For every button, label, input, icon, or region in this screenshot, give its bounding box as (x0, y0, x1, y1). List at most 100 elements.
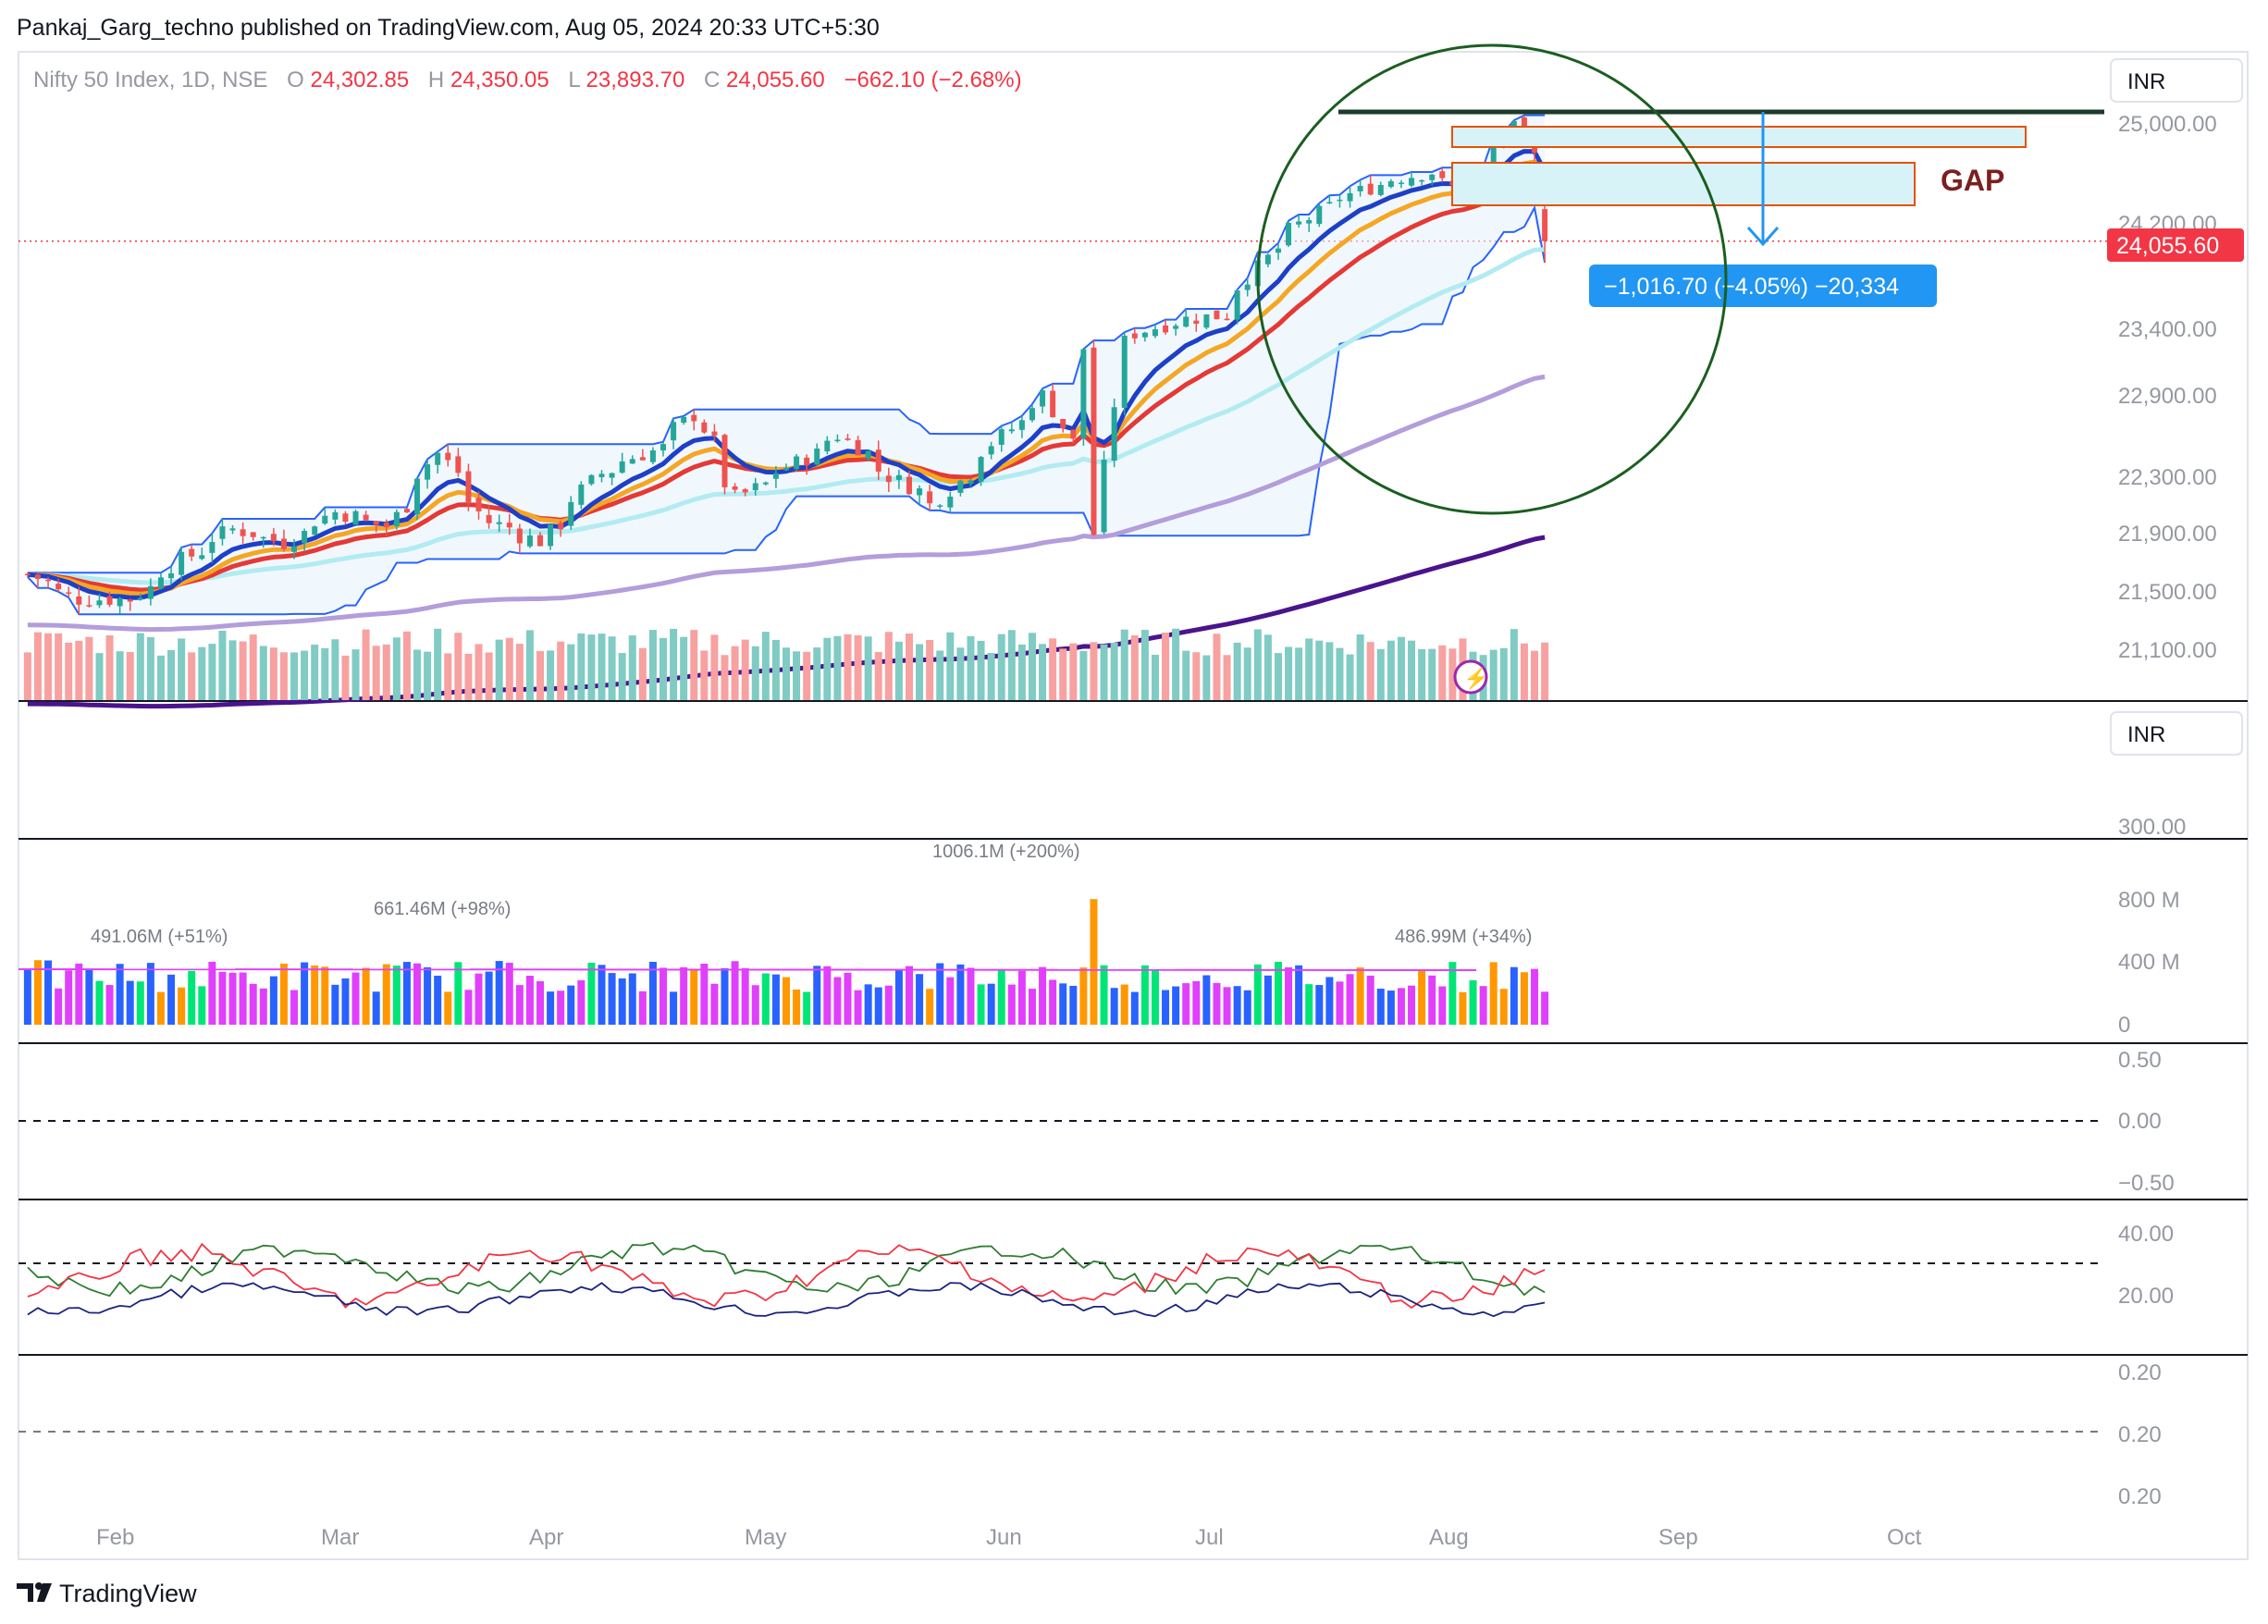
volume-bar[interactable] (648, 962, 657, 1025)
candle-body[interactable] (1347, 192, 1353, 202)
volume-bar[interactable] (1428, 975, 1436, 1025)
candle-body[interactable] (671, 422, 677, 441)
candle-body[interactable] (1357, 186, 1363, 191)
candle-body[interactable] (1316, 205, 1323, 225)
time-axis[interactable]: Feb Mar Apr May Jun Jul Aug Sep Oct (96, 1525, 1922, 1550)
volume-bar[interactable] (670, 991, 678, 1025)
candle-body[interactable] (895, 474, 902, 480)
volume-bar[interactable] (628, 973, 636, 1025)
volume-bar[interactable] (1531, 968, 1539, 1025)
candle-body[interactable] (260, 536, 266, 539)
volume-bar[interactable] (967, 967, 975, 1025)
volume-bar[interactable] (803, 991, 811, 1025)
candle-body[interactable] (1264, 254, 1271, 265)
candle-body[interactable] (1377, 184, 1384, 195)
candle-body[interactable] (988, 446, 994, 455)
candle-body[interactable] (393, 511, 400, 526)
candle-body[interactable] (865, 450, 871, 459)
volume-bar[interactable] (1059, 983, 1067, 1025)
price-axis[interactable]: INR 25,000.00 24,200.00 23,400.00 22,900… (2107, 58, 2244, 1509)
volume-bar[interactable] (1438, 986, 1447, 1025)
candle-body[interactable] (1306, 219, 1313, 224)
candle-body[interactable] (978, 457, 984, 482)
volume-bar[interactable] (864, 984, 872, 1025)
volume-bar[interactable] (178, 987, 186, 1025)
candle-body[interactable] (794, 456, 800, 470)
volume-bar[interactable] (55, 988, 63, 1025)
candle-body[interactable] (660, 444, 667, 451)
candle-body[interactable] (691, 414, 697, 422)
candle-body[interactable] (1286, 222, 1292, 246)
volume-bar[interactable] (167, 974, 176, 1025)
volume-bar[interactable] (1469, 979, 1477, 1025)
candle-body[interactable] (291, 546, 298, 552)
candle-body[interactable] (1224, 318, 1230, 321)
volume-bar[interactable] (525, 976, 534, 1025)
candle-body[interactable] (558, 523, 564, 530)
volume-bar[interactable] (331, 984, 339, 1025)
volume-bar[interactable] (977, 984, 985, 1025)
volume-bar[interactable] (823, 966, 832, 1025)
candle-body[interactable] (1439, 171, 1446, 178)
candle-body[interactable] (721, 435, 728, 487)
candle-body[interactable] (147, 585, 154, 599)
volume-bar[interactable] (495, 961, 503, 1025)
candle-body[interactable] (179, 551, 185, 575)
volume-bar[interactable] (1192, 980, 1201, 1025)
candle-body[interactable] (445, 452, 451, 461)
candle-body[interactable] (548, 524, 554, 547)
volume-bar[interactable] (587, 963, 596, 1025)
volume-bar[interactable] (710, 983, 719, 1025)
volume-bar[interactable] (239, 972, 247, 1025)
volume-bar[interactable] (1479, 986, 1487, 1025)
volume-bar[interactable] (95, 980, 104, 1025)
candle-body[interactable] (526, 535, 533, 547)
volume-bar[interactable] (926, 989, 934, 1025)
volume-bar[interactable] (567, 985, 575, 1025)
candle-body[interactable] (106, 596, 113, 605)
volume-bar[interactable] (1366, 975, 1374, 1025)
volume-bar[interactable] (392, 966, 401, 1025)
volume-bar[interactable] (321, 966, 329, 1025)
candle-body[interactable] (1111, 407, 1117, 461)
volume-bar[interactable] (598, 965, 606, 1025)
candle-body[interactable] (86, 605, 92, 607)
volume-bar[interactable] (1315, 985, 1324, 1025)
candle-body[interactable] (804, 457, 810, 466)
candle-body[interactable] (701, 422, 708, 433)
volume-bar[interactable] (311, 965, 319, 1025)
candle-body[interactable] (455, 456, 462, 474)
candle-body[interactable] (998, 429, 1005, 445)
candle-body[interactable] (137, 597, 143, 600)
volume-bar[interactable] (1243, 990, 1251, 1025)
price-pane[interactable]: GAP −1,016.70 (−4.05%) −20,334 ⚡ (18, 43, 2107, 709)
volume-bar[interactable] (505, 963, 513, 1025)
candle-body[interactable] (403, 509, 410, 513)
volume-bar[interactable] (680, 966, 688, 1025)
volume-bar[interactable] (946, 977, 955, 1025)
volume-bar[interactable] (731, 961, 739, 1025)
candle-body[interactable] (55, 584, 62, 590)
candle-body[interactable] (1326, 202, 1333, 203)
volume-bar[interactable] (351, 972, 360, 1025)
candle-body[interactable] (711, 431, 718, 436)
candle-body[interactable] (189, 548, 195, 557)
candle-body[interactable] (199, 555, 205, 560)
volume-bar[interactable] (1263, 975, 1272, 1025)
volume-bar[interactable] (228, 972, 237, 1025)
volume-bar[interactable] (1520, 972, 1528, 1025)
candle-body[interactable] (496, 522, 502, 524)
volume-bar[interactable] (23, 968, 31, 1025)
volume-bar[interactable] (105, 985, 114, 1025)
candle-body[interactable] (1008, 429, 1015, 432)
volume-bar[interactable] (1285, 966, 1293, 1025)
gap-box-lower[interactable] (1451, 162, 1916, 206)
volume-bar[interactable] (382, 964, 390, 1025)
volume-bar[interactable] (1049, 979, 1057, 1025)
volume-bar[interactable] (751, 985, 759, 1025)
candle-body[interactable] (1490, 144, 1497, 168)
volume-bar[interactable] (741, 967, 749, 1025)
volume-bar[interactable] (1376, 989, 1385, 1025)
volume-bar[interactable] (1499, 989, 1508, 1025)
